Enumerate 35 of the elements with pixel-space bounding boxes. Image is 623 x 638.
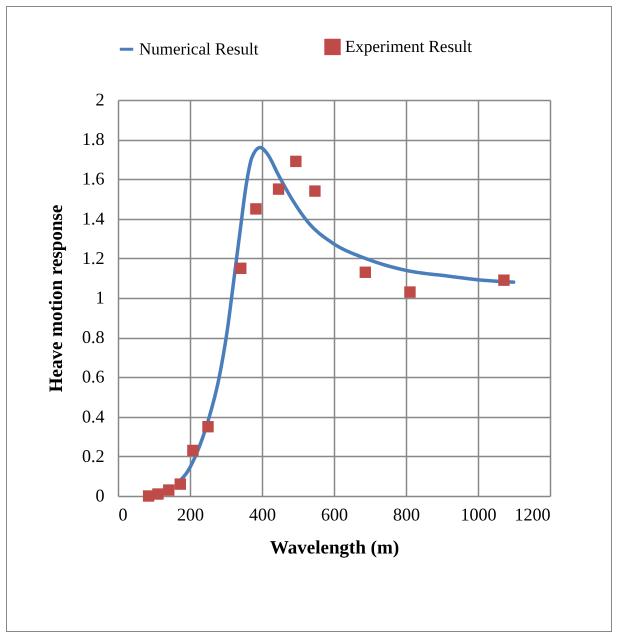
y-tick-label: 0.2 [82, 446, 104, 466]
y-tick-label: 0.6 [82, 366, 104, 387]
point [235, 262, 246, 274]
point [202, 421, 214, 432]
x-tick-label: 200 [177, 504, 204, 524]
y-tick-label: 1.8 [82, 129, 104, 150]
point [309, 185, 321, 197]
x-axis-title: Wavelength (m) [270, 538, 400, 558]
x-tick-label: 1200 [514, 504, 550, 524]
legend-label: Numerical Result [139, 39, 259, 58]
point [163, 484, 174, 496]
x-tick-label: 0 [118, 504, 128, 524]
point [360, 266, 372, 278]
x-tick-label: 800 [393, 504, 420, 524]
y-tick-label: 0.4 [82, 406, 104, 426]
legend-label: Experiment Result [345, 36, 472, 56]
y-axis-title: Heave motion response [46, 204, 67, 392]
y-tick-label: 1.6 [82, 168, 104, 189]
point [290, 156, 302, 168]
x-tick-label: 1000 [460, 504, 496, 524]
y-tick-label: 1 [96, 288, 104, 308]
point [250, 203, 262, 215]
y-tick-label: 0.8 [82, 327, 104, 348]
x-tick-label: 600 [321, 504, 348, 524]
point [174, 478, 186, 490]
point [152, 488, 164, 500]
point [404, 286, 416, 298]
y-tick-label: 0 [96, 486, 104, 506]
point [272, 183, 284, 195]
x-tick-label: 400 [249, 504, 276, 524]
y-tick-label: 1.2 [82, 248, 104, 268]
point [187, 444, 199, 456]
point [498, 274, 510, 286]
y-tick-label: 1.4 [82, 208, 104, 228]
y-tick-label: 2 [96, 90, 104, 110]
